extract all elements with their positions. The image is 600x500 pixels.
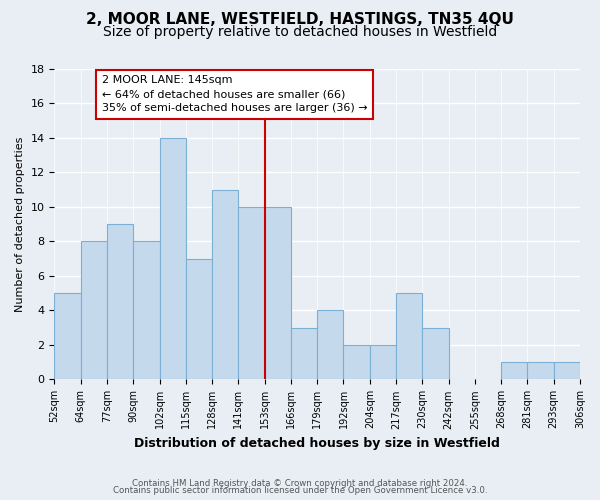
Y-axis label: Number of detached properties: Number of detached properties [15,136,25,312]
Bar [107,224,133,380]
Bar [80,242,107,380]
Text: 2 MOOR LANE: 145sqm
← 64% of detached houses are smaller (66)
35% of semi-detach: 2 MOOR LANE: 145sqm ← 64% of detached ho… [102,75,367,113]
Bar [160,138,186,380]
X-axis label: Distribution of detached houses by size in Westfield: Distribution of detached houses by size … [134,437,500,450]
Bar [186,258,212,380]
Text: Size of property relative to detached houses in Westfield: Size of property relative to detached ho… [103,25,497,39]
Text: Contains HM Land Registry data © Crown copyright and database right 2024.: Contains HM Land Registry data © Crown c… [132,478,468,488]
Bar [554,362,580,380]
Bar [317,310,343,380]
Text: 2, MOOR LANE, WESTFIELD, HASTINGS, TN35 4QU: 2, MOOR LANE, WESTFIELD, HASTINGS, TN35 … [86,12,514,28]
Text: Contains public sector information licensed under the Open Government Licence v3: Contains public sector information licen… [113,486,487,495]
Bar [370,345,396,380]
Bar [265,207,291,380]
Bar [422,328,449,380]
Bar [133,242,160,380]
Bar [291,328,317,380]
Bar [238,207,265,380]
Bar [343,345,370,380]
Bar [212,190,238,380]
Bar [501,362,527,380]
Bar [527,362,554,380]
Bar [396,293,422,380]
Bar [55,293,80,380]
